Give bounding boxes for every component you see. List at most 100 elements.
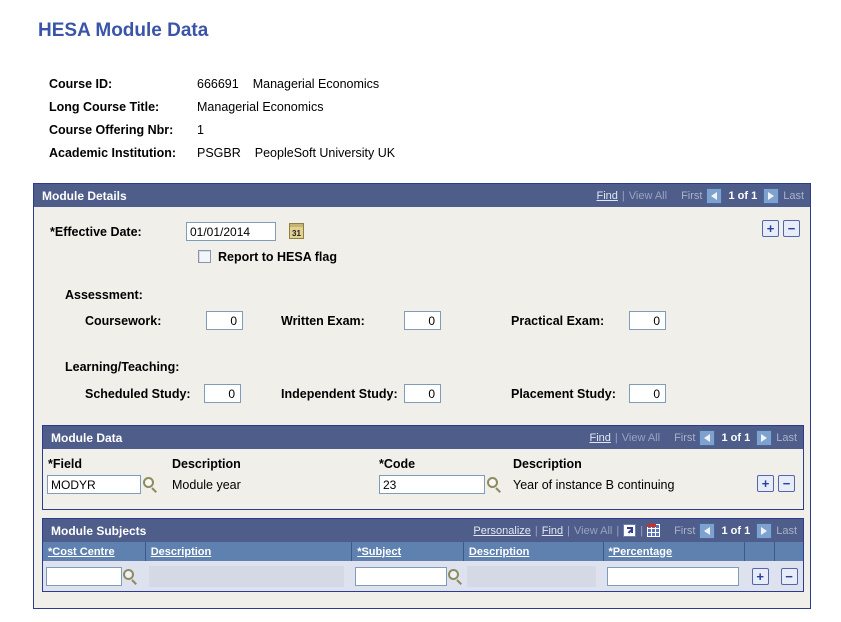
long-course-title-label: Long Course Title: xyxy=(49,99,160,114)
first-label: First xyxy=(674,524,696,537)
separator: | xyxy=(567,524,571,537)
independent-study-label: Independent Study: xyxy=(281,387,398,401)
code-description-column-label: Description xyxy=(513,457,582,471)
module-data-row: Module year Year of instance B continuin… xyxy=(43,472,803,502)
course-offering-nbr-value: 1 xyxy=(197,122,204,137)
course-info: Course ID: 666691 Managerial Economics L… xyxy=(49,72,395,164)
add-cell: + xyxy=(745,561,775,591)
subject-column-header[interactable]: *Subject xyxy=(352,542,464,561)
next-row-button[interactable] xyxy=(756,429,773,446)
assessment-heading: Assessment: xyxy=(65,288,143,302)
open-in-new-window-icon[interactable] xyxy=(623,524,637,537)
view-all-link[interactable]: View All xyxy=(628,189,668,202)
subject-description-cell xyxy=(464,561,604,591)
module-subjects-title: Module Subjects xyxy=(51,523,147,538)
delete-row-button[interactable]: − xyxy=(778,475,795,492)
module-subjects-row: + − xyxy=(43,561,803,591)
coursework-input[interactable] xyxy=(206,311,243,330)
cost-centre-column-header[interactable]: *Cost Centre xyxy=(43,542,146,561)
last-label: Last xyxy=(776,524,797,537)
view-all-link[interactable]: View All xyxy=(621,431,661,444)
delete-cell: − xyxy=(775,561,803,591)
add-column-header xyxy=(745,542,776,561)
module-details-title: Module Details xyxy=(42,188,127,203)
personalize-link[interactable]: Personalize xyxy=(473,524,531,537)
field-lookup-icon[interactable] xyxy=(142,476,158,492)
last-label: Last xyxy=(783,189,804,202)
chevron-left-icon xyxy=(704,526,711,535)
percentage-column-header[interactable]: *Percentage xyxy=(604,542,746,561)
subject-lookup-icon[interactable] xyxy=(447,568,463,584)
previous-row-button[interactable] xyxy=(699,522,716,539)
delete-row-button[interactable]: − xyxy=(780,567,798,585)
placement-study-input[interactable] xyxy=(629,384,666,403)
add-row-button[interactable]: + xyxy=(762,220,779,237)
field-description-column-label: Description xyxy=(172,457,241,471)
readonly-field xyxy=(466,565,596,587)
course-id-row: Course ID: 666691 Managerial Economics xyxy=(49,72,395,95)
effective-date-input[interactable] xyxy=(186,222,276,241)
chevron-right-icon xyxy=(768,191,775,200)
find-link[interactable]: Find xyxy=(541,524,564,537)
long-course-title-value: Managerial Economics xyxy=(197,99,324,114)
find-link[interactable]: Find xyxy=(589,431,611,444)
add-row-button[interactable]: + xyxy=(751,567,769,585)
previous-row-button[interactable] xyxy=(706,187,723,204)
percentage-input[interactable] xyxy=(606,566,739,586)
scheduled-study-input[interactable] xyxy=(204,384,241,403)
add-row-button[interactable]: + xyxy=(757,475,774,492)
page-title: HESA Module Data xyxy=(38,20,209,41)
chevron-left-icon xyxy=(711,191,718,200)
description2-column-header[interactable]: Description xyxy=(464,542,604,561)
separator: | xyxy=(640,524,644,537)
download-to-spreadsheet-icon[interactable] xyxy=(647,524,661,537)
row-position: 1 of 1 xyxy=(721,431,751,444)
readonly-field xyxy=(148,565,345,587)
course-id-label: Course ID: xyxy=(49,76,113,91)
module-subjects-column-headers: *Cost Centre Description *Subject Descri… xyxy=(43,542,803,561)
course-offering-nbr-row: Course Offering Nbr: 1 xyxy=(49,118,395,141)
module-data-header-bar: Module Data Find | View All First 1 of 1… xyxy=(43,426,803,449)
placement-study-label: Placement Study: xyxy=(511,387,616,401)
code-input[interactable] xyxy=(379,475,485,494)
field-description-value: Module year xyxy=(172,478,241,492)
cost-centre-description-cell xyxy=(146,561,352,591)
row-position: 1 of 1 xyxy=(728,189,758,202)
first-label: First xyxy=(681,189,703,202)
academic-institution-code: PSGBR xyxy=(197,145,241,160)
subject-cell xyxy=(352,561,464,591)
practical-exam-input[interactable] xyxy=(629,311,666,330)
field-input[interactable] xyxy=(47,475,141,494)
subject-input[interactable] xyxy=(355,566,448,586)
module-details-nav: Find | View All First 1 of 1 Last xyxy=(596,187,804,204)
independent-study-input[interactable] xyxy=(404,384,441,403)
report-to-hesa-checkbox[interactable] xyxy=(198,250,211,263)
cost-centre-cell xyxy=(43,561,146,591)
previous-row-button[interactable] xyxy=(699,429,716,446)
module-data-title: Module Data xyxy=(51,430,123,445)
learning-teaching-heading: Learning/Teaching: xyxy=(65,360,180,374)
effective-date-label: *Effective Date: xyxy=(50,225,142,239)
separator: | xyxy=(614,431,618,444)
row-add-remove-group: + − xyxy=(757,475,795,492)
next-row-button[interactable] xyxy=(756,522,773,539)
code-description-value: Year of instance B continuing xyxy=(513,478,675,492)
cost-centre-input[interactable] xyxy=(46,566,122,586)
cost-centre-lookup-icon[interactable] xyxy=(122,568,138,584)
module-details-section: Module Details Find | View All First 1 o… xyxy=(33,183,811,609)
chevron-left-icon xyxy=(704,433,711,442)
chevron-right-icon xyxy=(761,433,768,442)
view-all-link[interactable]: View All xyxy=(574,524,613,537)
description-column-header[interactable]: Description xyxy=(146,542,353,561)
course-offering-nbr-label: Course Offering Nbr: xyxy=(49,122,174,137)
scheduled-study-label: Scheduled Study: xyxy=(85,387,191,401)
module-subjects-header-bar: Module Subjects Personalize | Find | Vie… xyxy=(43,519,803,542)
delete-row-button[interactable]: − xyxy=(783,220,800,237)
calendar-icon[interactable]: 31 xyxy=(289,223,304,239)
delete-column-header xyxy=(775,542,803,561)
code-lookup-icon[interactable] xyxy=(486,476,502,492)
next-row-button[interactable] xyxy=(763,187,780,204)
find-link[interactable]: Find xyxy=(596,189,618,202)
percentage-cell xyxy=(604,561,746,591)
written-exam-input[interactable] xyxy=(404,311,441,330)
